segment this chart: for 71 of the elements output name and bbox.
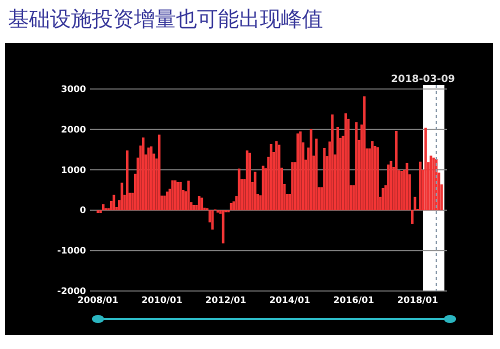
bar bbox=[246, 150, 248, 210]
bar bbox=[424, 128, 427, 210]
bar bbox=[363, 96, 366, 210]
bar bbox=[344, 113, 347, 210]
y-tick-label: 2000 bbox=[60, 125, 86, 136]
bar bbox=[331, 114, 334, 210]
bar bbox=[411, 210, 414, 224]
x-tick-label: 2014/01 bbox=[269, 296, 310, 306]
bar bbox=[158, 134, 160, 210]
y-tick-label: 1000 bbox=[60, 166, 86, 176]
bar bbox=[216, 210, 220, 213]
bar bbox=[142, 137, 144, 210]
bar bbox=[187, 180, 190, 210]
bar bbox=[96, 210, 100, 214]
bar bbox=[315, 138, 318, 210]
bar bbox=[430, 156, 432, 210]
bar bbox=[176, 182, 180, 210]
bar bbox=[211, 210, 214, 230]
x-tick-label: 2018/01 bbox=[397, 296, 438, 306]
bar bbox=[126, 150, 128, 210]
y-tick-label: -1000 bbox=[57, 246, 86, 257]
bar bbox=[248, 152, 252, 210]
bar bbox=[355, 122, 358, 210]
bar bbox=[400, 171, 403, 210]
bar bbox=[310, 128, 312, 210]
y-tick-label: 3000 bbox=[60, 85, 86, 95]
bar bbox=[150, 146, 152, 210]
bar bbox=[198, 196, 200, 210]
bar bbox=[179, 182, 182, 210]
bar bbox=[270, 144, 272, 210]
bar bbox=[262, 166, 264, 210]
bar bbox=[390, 160, 392, 210]
bar bbox=[382, 188, 384, 210]
x-tick-label: 2012/01 bbox=[205, 296, 246, 306]
bar bbox=[254, 172, 256, 210]
x-tick-label: 2008/01 bbox=[78, 296, 118, 306]
bar bbox=[291, 162, 294, 210]
x-tick-label: 2010/01 bbox=[141, 296, 182, 306]
y-tick-label: 0 bbox=[80, 206, 86, 216]
bar bbox=[419, 162, 422, 210]
bar bbox=[336, 126, 339, 210]
bar bbox=[299, 131, 302, 210]
bar bbox=[275, 141, 278, 210]
chart-title: 基础设施投资增量也可能出现峰值 bbox=[8, 7, 323, 31]
y-tick-label: -2000 bbox=[57, 287, 86, 297]
bar bbox=[102, 204, 105, 210]
band-label: 2018-03-09 bbox=[391, 74, 456, 85]
bar bbox=[147, 148, 150, 210]
bar bbox=[174, 180, 176, 210]
bar bbox=[414, 196, 416, 210]
bar bbox=[323, 148, 326, 210]
bar bbox=[166, 192, 168, 210]
bar bbox=[230, 202, 232, 210]
bar bbox=[222, 210, 224, 244]
bar bbox=[406, 162, 408, 210]
bar bbox=[371, 141, 374, 210]
bar bbox=[387, 164, 390, 210]
bar bbox=[432, 158, 435, 210]
bar bbox=[278, 144, 280, 210]
bar bbox=[99, 210, 102, 214]
bar bbox=[296, 133, 300, 210]
x-tick-label: 2016/01 bbox=[333, 296, 374, 306]
bar bbox=[163, 196, 166, 210]
bar bbox=[120, 182, 124, 210]
bar bbox=[238, 168, 240, 210]
bar bbox=[200, 198, 204, 210]
bar bbox=[395, 131, 398, 210]
bar bbox=[112, 194, 116, 210]
bar bbox=[192, 204, 196, 210]
bar bbox=[376, 147, 379, 210]
bar bbox=[171, 180, 174, 210]
